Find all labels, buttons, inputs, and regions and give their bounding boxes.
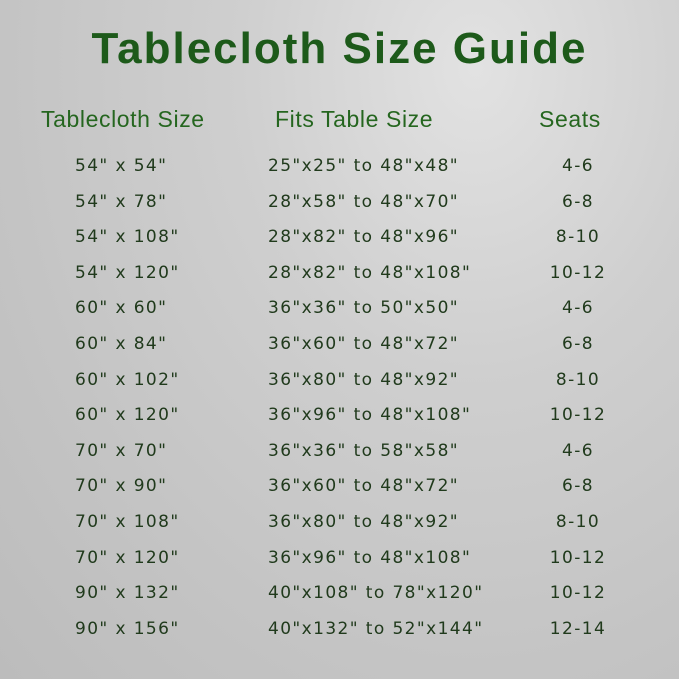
- fits-table-size-cell: 40"x132" to 52"x144": [268, 618, 484, 639]
- fits-table-size-cell: 36"x60" to 48"x72": [268, 334, 459, 354]
- fits-table-size-cell: 36"x60" to 48"x72": [268, 476, 459, 497]
- tablecloth-size-cell: 60" x 102": [75, 369, 180, 390]
- fits-table-size-cell: 36"x80" to 48"x92": [268, 512, 459, 532]
- table-row: 54" x 78" 28"x58" to 48"x70" 6-8: [0, 192, 679, 216]
- header-fits-table-size: Fits Table Size: [275, 106, 434, 132]
- tablecloth-size-cell: 60" x 120": [75, 405, 180, 426]
- table-row: 54" x 120" 28"x82" to 48"x108" 10-12: [0, 263, 679, 287]
- page-title: Tablecloth Size Guide: [91, 24, 588, 73]
- table-row: 60" x 60" 36"x36" to 50"x50" 4-6: [0, 298, 679, 322]
- table-row: 70" x 90" 36"x60" to 48"x72" 6-8: [0, 476, 679, 500]
- table-row: 54" x 108" 28"x82" to 48"x96" 8-10: [0, 227, 679, 251]
- fits-table-size-cell: 25"x25" to 48"x48": [268, 156, 459, 176]
- tablecloth-size-cell: 70" x 70": [75, 440, 168, 461]
- tablecloth-size-cell: 70" x 120": [75, 547, 180, 568]
- table-row: 90" x 132" 40"x108" to 78"x120" 10-12: [0, 583, 679, 607]
- tablecloth-size-cell: 70" x 108": [75, 512, 180, 532]
- seats-cell: 4-6: [562, 440, 594, 461]
- seats-cell: 4-6: [562, 298, 594, 319]
- tablecloth-size-cell: 54" x 108": [75, 227, 180, 248]
- tablecloth-size-cell: 60" x 84": [75, 334, 168, 354]
- fits-table-size-cell: 36"x80" to 48"x92": [268, 369, 459, 390]
- table-row: 60" x 120" 36"x96" to 48"x108" 10-12: [0, 405, 679, 429]
- fits-table-size-cell: 36"x36" to 50"x50": [268, 298, 459, 319]
- table-row: 70" x 120" 36"x96" to 48"x108" 10-12: [0, 548, 679, 572]
- seats-cell: 6-8: [562, 191, 594, 212]
- tablecloth-size-cell: 54" x 78": [75, 191, 168, 212]
- seats-cell: 10-12: [549, 405, 607, 426]
- tablecloth-size-cell: 90" x 132": [75, 583, 180, 604]
- fits-table-size-cell: 36"x36" to 58"x58": [268, 440, 459, 461]
- fits-table-size-cell: 36"x96" to 48"x108": [268, 405, 472, 426]
- seats-cell: 10-12: [549, 583, 607, 604]
- seats-cell: 10-12: [549, 262, 607, 283]
- tablecloth-size-cell: 54" x 120": [75, 262, 180, 283]
- seats-cell: 10-12: [549, 547, 607, 568]
- seats-cell: 6-8: [562, 476, 594, 497]
- table-row: 70" x 108" 36"x80" to 48"x92" 8-10: [0, 512, 679, 536]
- table-row: 54" x 54" 25"x25" to 48"x48" 4-6: [0, 156, 679, 180]
- tablecloth-size-cell: 70" x 90": [75, 476, 168, 497]
- seats-cell: 6-8: [562, 334, 594, 354]
- seats-cell: 8-10: [555, 512, 601, 532]
- header-seats: Seats: [539, 106, 601, 132]
- tablecloth-size-cell: 90" x 156": [75, 618, 180, 639]
- seats-cell: 8-10: [555, 227, 601, 248]
- seats-cell: 8-10: [555, 369, 601, 390]
- table-row: 70" x 70" 36"x36" to 58"x58" 4-6: [0, 441, 679, 465]
- seats-cell: 4-6: [562, 156, 594, 176]
- tablecloth-size-cell: 54" x 54": [75, 156, 168, 176]
- table-row: 60" x 84" 36"x60" to 48"x72" 6-8: [0, 334, 679, 358]
- table-row: 90" x 156" 40"x132" to 52"x144" 12-14: [0, 619, 679, 643]
- fits-table-size-cell: 36"x96" to 48"x108": [268, 547, 472, 568]
- tablecloth-size-cell: 60" x 60": [75, 298, 168, 319]
- fits-table-size-cell: 28"x82" to 48"x96": [268, 227, 459, 248]
- fits-table-size-cell: 28"x82" to 48"x108": [268, 262, 472, 283]
- header-tablecloth-size: Tablecloth Size: [41, 106, 205, 132]
- fits-table-size-cell: 28"x58" to 48"x70": [268, 191, 459, 212]
- seats-cell: 12-14: [549, 618, 607, 639]
- fits-table-size-cell: 40"x108" to 78"x120": [268, 583, 484, 604]
- table-row: 60" x 102" 36"x80" to 48"x92" 8-10: [0, 370, 679, 394]
